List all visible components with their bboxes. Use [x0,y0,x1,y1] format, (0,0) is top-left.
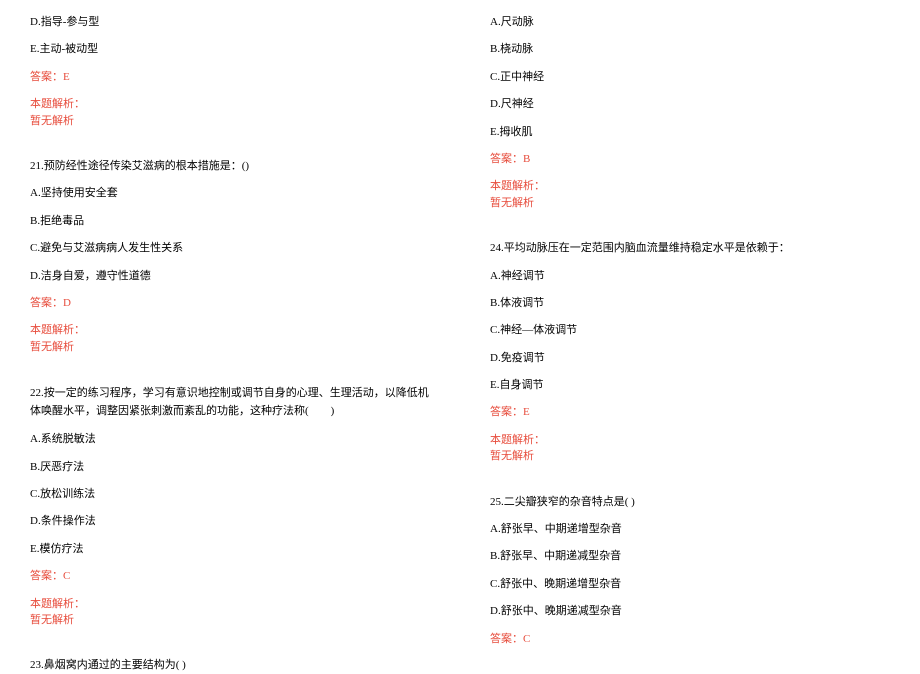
q24-answer: 答案：E [490,405,890,420]
spacer [30,367,430,385]
q23-option-b: B.桡动脉 [490,42,890,57]
analysis-label: 本题解析： [30,97,430,112]
option-d: D.指导-参与型 [30,15,430,30]
q21-option-c: C.避免与艾滋病病人发生性关系 [30,241,430,256]
option-e: E.主动-被动型 [30,42,430,57]
q22-option-d: D.条件操作法 [30,514,430,529]
q23-answer: 答案：B [490,152,890,167]
q24-stem: 24.平均动脉压在一定范围内脑血流量维持稳定水平是依赖于： [490,241,890,256]
q23-option-a: A.尺动脉 [490,15,890,30]
q23-option-c: C.正中神经 [490,70,890,85]
page-container: D.指导-参与型 E.主动-被动型 答案：E 本题解析： 暂无解析 21.预防经… [0,0,920,651]
left-column: D.指导-参与型 E.主动-被动型 答案：E 本题解析： 暂无解析 21.预防经… [0,0,460,651]
q22-option-c: C.放松训练法 [30,487,430,502]
q22-answer: 答案：C [30,569,430,584]
q21-option-a: A.坚持使用安全套 [30,186,430,201]
q21-no-analysis: 暂无解析 [30,340,430,355]
q21-stem: 21.预防经性途径传染艾滋病的根本措施是：() [30,159,430,174]
no-analysis: 暂无解析 [30,114,430,129]
q24-no-analysis: 暂无解析 [490,449,890,464]
q25-option-d: D.舒张中、晚期递减型杂音 [490,604,890,619]
q25-stem: 25.二尖瓣狭窄的杂音特点是( ) [490,495,890,510]
spacer [490,477,890,495]
q25-option-a: A.舒张早、中期递增型杂音 [490,522,890,537]
q24-analysis-label: 本题解析： [490,433,890,448]
q25-option-b: B.舒张早、中期递减型杂音 [490,549,890,564]
q25-option-c: C.舒张中、晚期递增型杂音 [490,577,890,592]
q24-option-e: E.自身调节 [490,378,890,393]
right-column: A.尺动脉 B.桡动脉 C.正中神经 D.尺神经 E.拇收肌 答案：B 本题解析… [460,0,920,651]
spacer [30,640,430,658]
q23-no-analysis: 暂无解析 [490,196,890,211]
q22-option-e: E.模仿疗法 [30,542,430,557]
q23-analysis-label: 本题解析： [490,179,890,194]
q23-option-e: E.拇收肌 [490,125,890,140]
q21-option-d: D.洁身自爱，遵守性道德 [30,269,430,284]
q24-option-b: B.体液调节 [490,296,890,311]
q22-no-analysis: 暂无解析 [30,613,430,628]
q23-stem: 23.鼻烟窝内通过的主要结构为( ) [30,658,430,673]
prev-answer: 答案：E [30,70,430,85]
q22-analysis-label: 本题解析： [30,597,430,612]
spacer [490,223,890,241]
q21-analysis-label: 本题解析： [30,323,430,338]
q25-answer: 答案：C [490,632,890,647]
q22-stem: 22.按一定的练习程序，学习有意识地控制或调节自身的心理、生理活动，以降低机体唤… [30,385,430,420]
q23-option-d: D.尺神经 [490,97,890,112]
q24-option-d: D.免疫调节 [490,351,890,366]
q22-option-a: A.系统脱敏法 [30,432,430,447]
q21-option-b: B.拒绝毒品 [30,214,430,229]
spacer [30,141,430,159]
q22-option-b: B.厌恶疗法 [30,460,430,475]
q24-option-c: C.神经—体液调节 [490,323,890,338]
q24-option-a: A.神经调节 [490,269,890,284]
q21-answer: 答案：D [30,296,430,311]
